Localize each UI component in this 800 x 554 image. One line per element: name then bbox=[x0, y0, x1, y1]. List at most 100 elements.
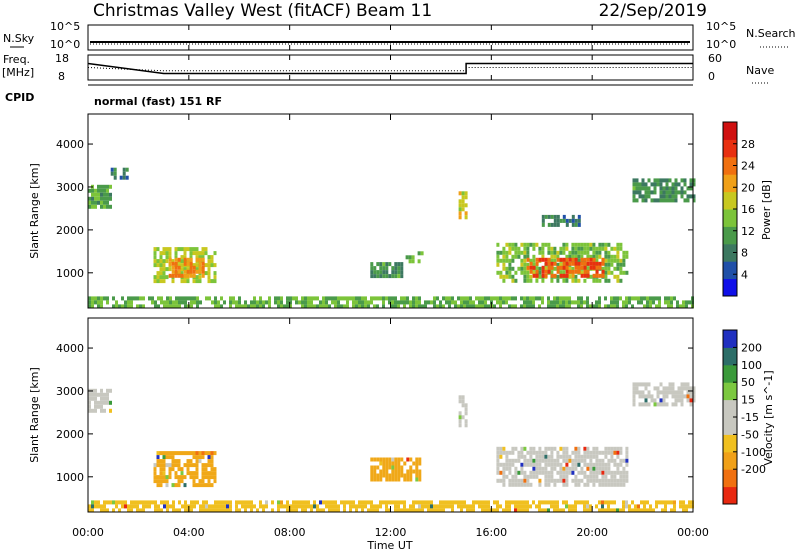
power-cell-0 bbox=[94, 192, 97, 197]
power-cell-7 bbox=[622, 262, 626, 267]
velocity-cell-1 bbox=[180, 451, 184, 456]
velocity-cell-2 bbox=[412, 461, 416, 466]
velocity-cell-1 bbox=[192, 471, 196, 476]
power-cell-8 bbox=[601, 261, 605, 266]
power-cell-9 bbox=[571, 218, 575, 223]
velocity-cell-6 bbox=[481, 508, 484, 513]
velocity-cell-0 bbox=[97, 400, 100, 405]
velocity-cell-6 bbox=[322, 500, 325, 505]
power-cell-7 bbox=[571, 250, 575, 255]
power-cell-11 bbox=[658, 300, 661, 305]
velocity-cell-6 bbox=[478, 500, 481, 505]
velocity-heatmap-marks bbox=[88, 382, 696, 513]
power-cell-11 bbox=[541, 296, 544, 301]
power-cell-11 bbox=[619, 296, 622, 301]
velocity-cell-4 bbox=[607, 462, 611, 467]
velocity-cell-6 bbox=[343, 500, 346, 505]
power-cell-8 bbox=[562, 265, 566, 270]
velocity-cell-6 bbox=[145, 504, 148, 509]
power-cell-7 bbox=[562, 246, 566, 251]
power-cell-11 bbox=[421, 304, 424, 309]
velocity-cell-4 bbox=[613, 478, 617, 483]
power-colorbar-tick-label: 16 bbox=[741, 203, 755, 216]
velocity-cell-0 bbox=[100, 392, 103, 397]
velocity-cell-4 bbox=[625, 454, 629, 459]
velocity-cell-4 bbox=[625, 446, 629, 451]
power-cell-11 bbox=[571, 300, 574, 305]
power-cell-7 bbox=[559, 246, 563, 251]
velocity-cell-4 bbox=[604, 454, 608, 459]
power-cell-10 bbox=[632, 194, 636, 199]
power-cell-0 bbox=[100, 204, 103, 209]
velocity-cell-4 bbox=[577, 446, 581, 451]
power-cell-7 bbox=[586, 242, 590, 247]
power-cell-4 bbox=[373, 266, 377, 271]
velocity-cell-6 bbox=[673, 504, 676, 509]
velocity-cell-6 bbox=[364, 504, 367, 509]
time-x-ticks: 00:00 04:00 08:00 12:00 16:00 20:00 00:00 bbox=[72, 25, 709, 539]
power-cell-11 bbox=[568, 296, 571, 301]
power-cell-7 bbox=[577, 258, 581, 263]
velocity-cell-6 bbox=[361, 500, 364, 505]
power-cell-11 bbox=[460, 304, 463, 309]
velocity-cell-6 bbox=[430, 500, 433, 505]
velocity-cell-4 bbox=[598, 462, 602, 467]
power-cell-10 bbox=[647, 190, 651, 195]
power-cell-7 bbox=[541, 278, 545, 283]
power-cell-7 bbox=[580, 242, 584, 247]
velocity-cell-2 bbox=[385, 465, 389, 470]
velocity-cell-6 bbox=[397, 508, 400, 513]
power-cell-11 bbox=[445, 300, 448, 305]
power-cell-11 bbox=[640, 300, 643, 305]
power-cell-11 bbox=[160, 300, 163, 305]
power-cell-11 bbox=[337, 296, 340, 301]
power-cell-11 bbox=[511, 296, 514, 301]
velocity-cell-4 bbox=[517, 454, 521, 459]
power-cell-7 bbox=[625, 270, 629, 275]
velocity-cell-6 bbox=[664, 508, 667, 513]
power-cell-10 bbox=[683, 198, 687, 203]
power-cell-7 bbox=[544, 266, 548, 271]
velocity-cell-6 bbox=[280, 504, 283, 509]
power-cell-11 bbox=[280, 304, 283, 309]
power-cell-11 bbox=[478, 296, 481, 301]
velocity-cell-4 bbox=[625, 470, 629, 475]
velocity-cell-6 bbox=[244, 504, 247, 509]
velocity-cell-6 bbox=[607, 500, 610, 505]
velocity-cell-5 bbox=[662, 398, 666, 403]
velocity-cell-6 bbox=[652, 508, 655, 513]
power-cell-7 bbox=[553, 266, 557, 271]
power-cell-7 bbox=[517, 254, 521, 259]
power-cell-7 bbox=[604, 274, 608, 279]
velocity-cell-6 bbox=[247, 500, 250, 505]
velocity-cell-6 bbox=[217, 500, 220, 505]
velocity-cell-6 bbox=[517, 504, 520, 509]
power-cell-4 bbox=[385, 262, 389, 267]
power-cell-4 bbox=[400, 274, 404, 279]
power-cell-11 bbox=[670, 304, 673, 309]
velocity-cell-4 bbox=[562, 454, 566, 459]
power-cell-11 bbox=[175, 304, 178, 309]
power-cell-2 bbox=[192, 279, 196, 284]
power-cell-10 bbox=[665, 198, 669, 203]
velocity-cell-4 bbox=[523, 478, 527, 483]
velocity-cell-6 bbox=[625, 504, 628, 509]
power-cell-2 bbox=[198, 255, 202, 260]
power-cell-8 bbox=[589, 257, 593, 262]
velocity-cell-4 bbox=[496, 466, 500, 471]
velocity-cell-4 bbox=[553, 466, 557, 471]
velocity-cell-4 bbox=[514, 446, 518, 451]
power-cell-10 bbox=[635, 198, 639, 203]
velocity-cell-4 bbox=[547, 446, 551, 451]
velocity-cell-6 bbox=[235, 508, 238, 513]
power-cell-2 bbox=[153, 251, 157, 256]
velocity-cell-4 bbox=[598, 470, 602, 475]
power-cell-8 bbox=[544, 269, 548, 274]
velocity-cell-1 bbox=[210, 455, 214, 460]
power-cell-11 bbox=[484, 296, 487, 301]
velocity-cell-1 bbox=[168, 463, 172, 468]
power-cell-11 bbox=[286, 296, 289, 301]
power-cell-11 bbox=[322, 296, 325, 301]
velocity-cell-6 bbox=[418, 504, 421, 509]
velocity-cell-6 bbox=[460, 500, 463, 505]
